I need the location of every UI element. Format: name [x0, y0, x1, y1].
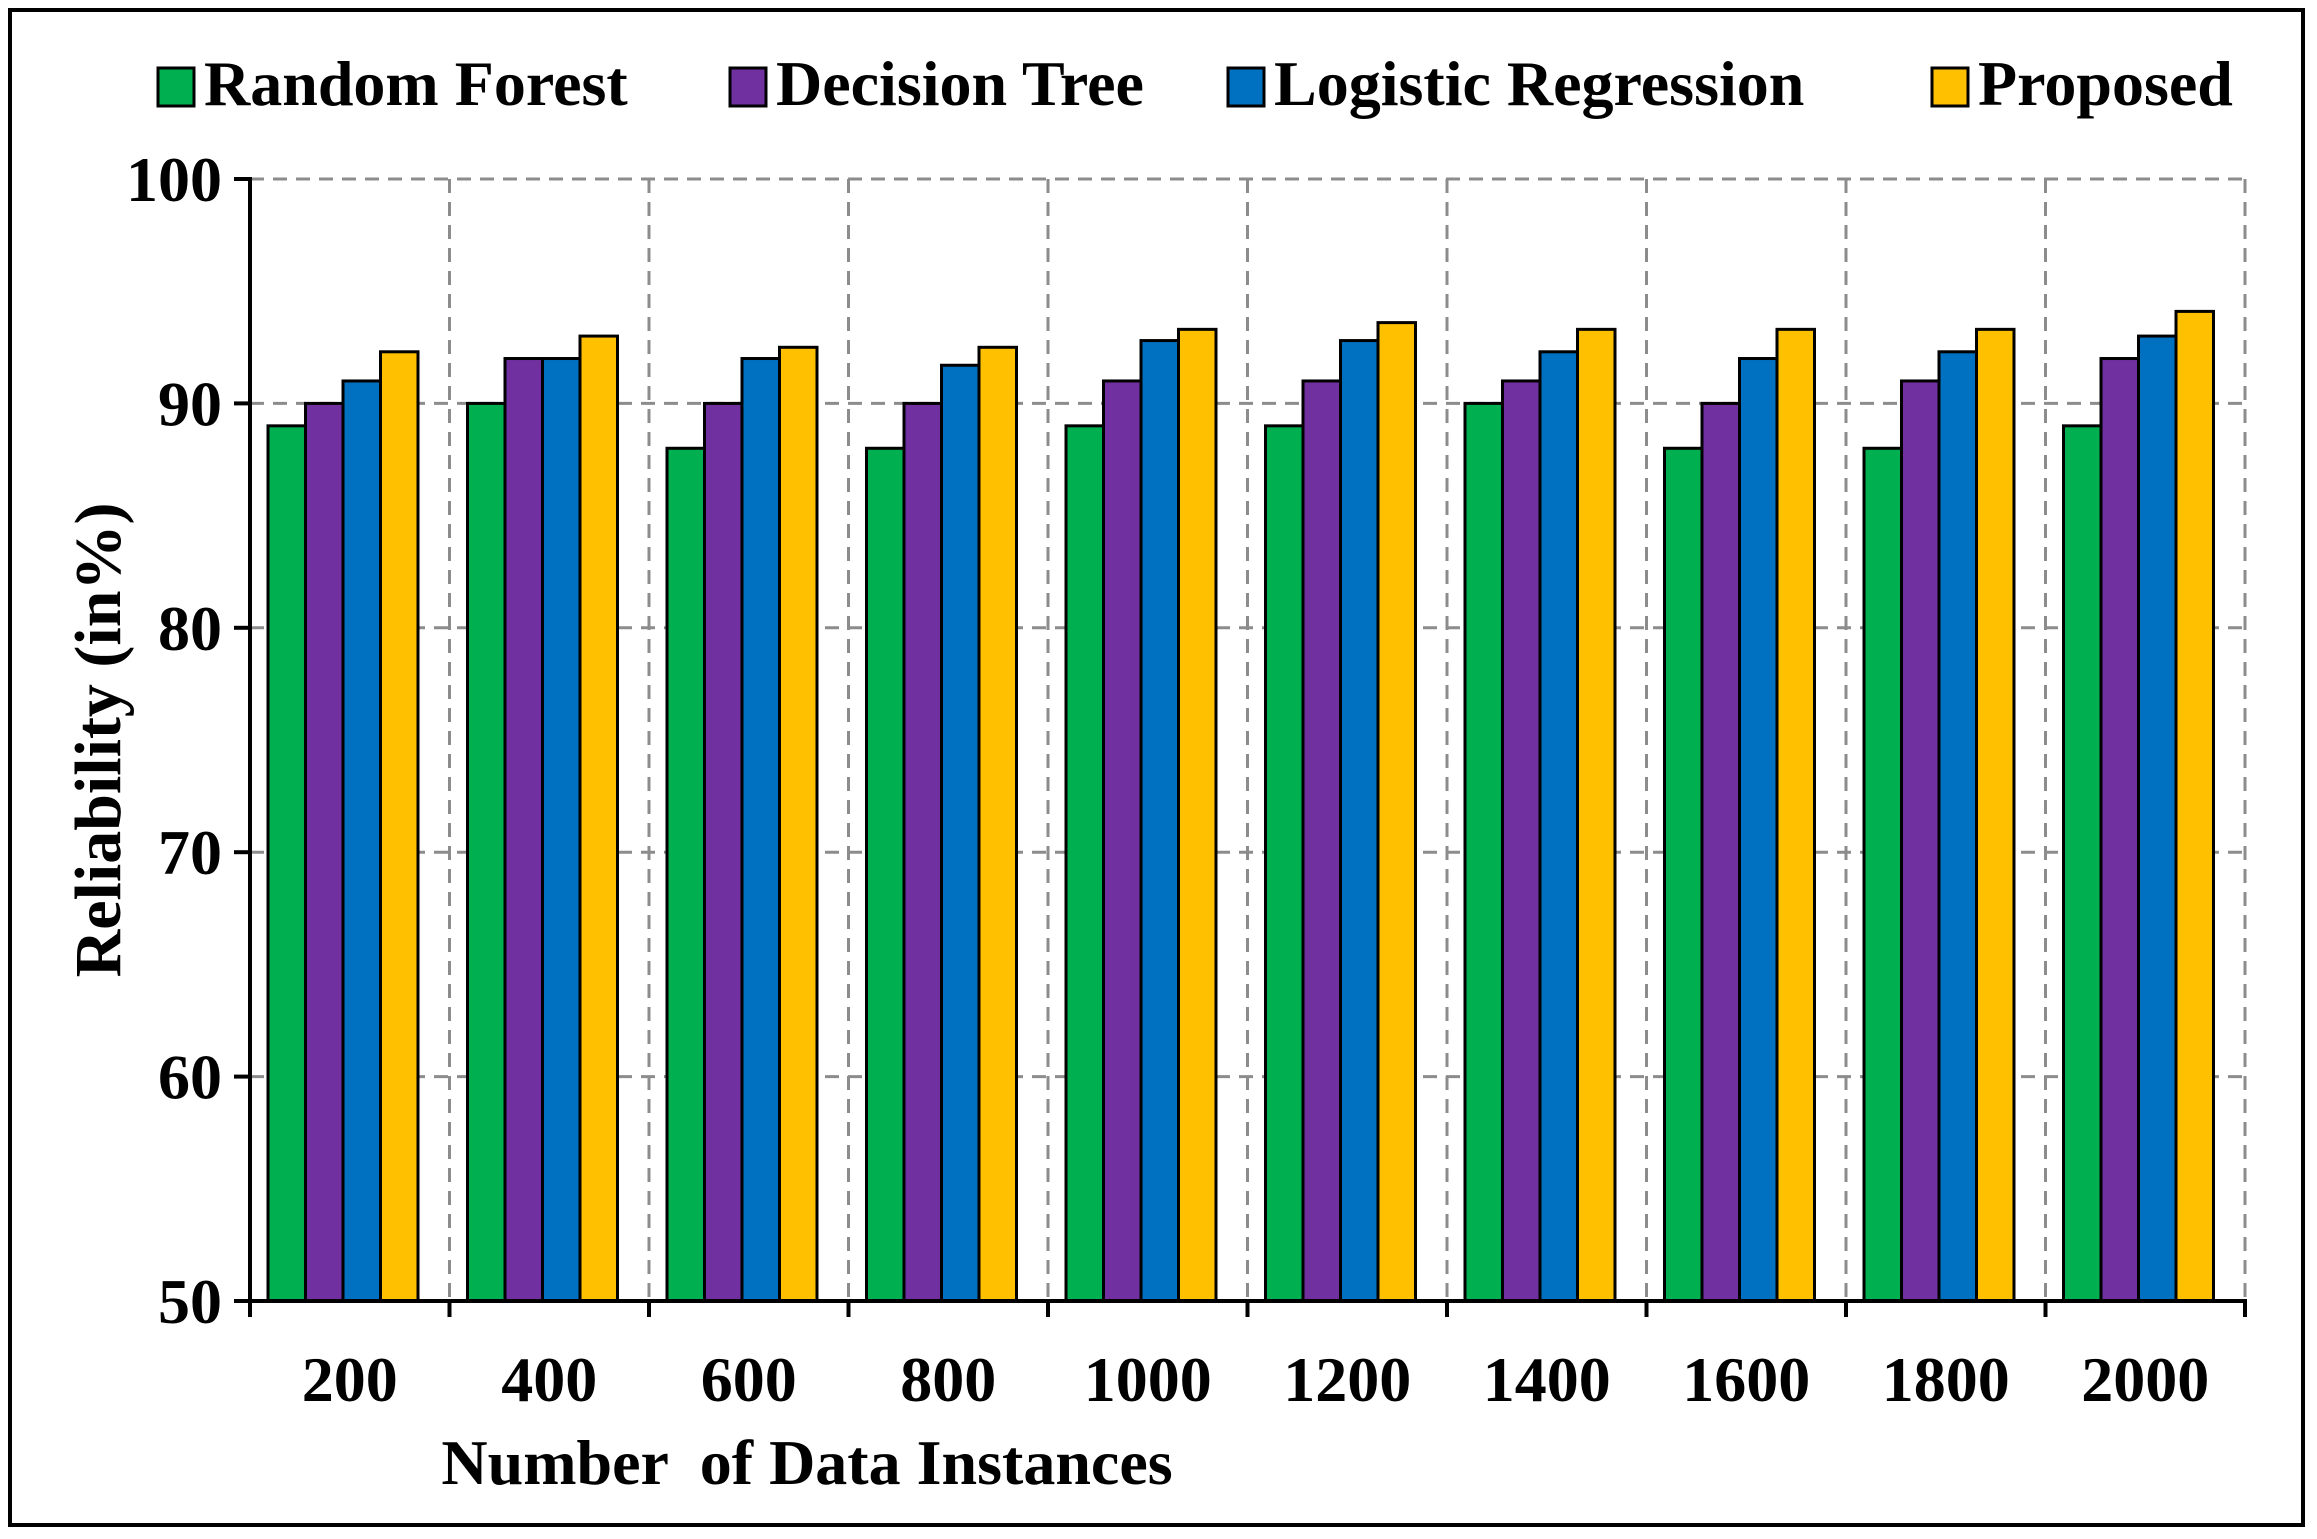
bar-logistic-regression-1600: [1738, 357, 1779, 1303]
legend-label-random-forest: Random Forest: [204, 48, 628, 119]
bar-proposed-600: [778, 345, 819, 1303]
bar-random-forest-600: [665, 446, 706, 1303]
x-tick-label-200: 200: [302, 1344, 398, 1415]
bar-proposed-200: [379, 350, 420, 1303]
bar-decision-tree-1800: [1900, 379, 1941, 1303]
x-tick-label-1200: 1200: [1283, 1344, 1411, 1415]
legend-item-decision-tree: Decision Tree: [728, 48, 1144, 119]
legend-swatch-random-forest: [156, 66, 196, 108]
y-tick-label-90: 90: [158, 368, 222, 439]
legend-item-random-forest: Random Forest: [156, 48, 628, 119]
bar-decision-tree-1400: [1501, 379, 1542, 1303]
y-tick-labels: 50 60 70 80 90 100: [126, 144, 222, 1337]
x-tick-label-400: 400: [501, 1344, 597, 1415]
y-tick-label-80: 80: [158, 593, 222, 664]
bar-proposed-400: [578, 334, 619, 1303]
legend: Random Forest Decision Tree Logistic Regre…: [156, 48, 2233, 119]
legend-item-proposed: Proposed: [1930, 48, 2233, 119]
x-tick-label-1400: 1400: [1483, 1344, 1611, 1415]
x-tick-label-1600: 1600: [1682, 1344, 1810, 1415]
bar-logistic-regression-1000: [1139, 339, 1180, 1303]
bar-proposed-1600: [1775, 327, 1816, 1303]
bar-random-forest-400: [466, 401, 507, 1303]
bar-random-forest-1400: [1463, 401, 1504, 1303]
bar-chart: Random Forest Decision Tree Logistic Regre…: [62, 48, 2247, 1498]
x-tick-label-2000: 2000: [2081, 1344, 2209, 1415]
bars: [266, 309, 2215, 1303]
bar-proposed-1200: [1376, 321, 1417, 1303]
y-tick-label-60: 60: [158, 1042, 222, 1113]
y-axis-label: Reliability (in%): [62, 503, 135, 978]
y-tick-label-70: 70: [158, 817, 222, 888]
bar-proposed-800: [977, 345, 1018, 1303]
bar-logistic-regression-1400: [1538, 350, 1579, 1303]
bar-random-forest-1000: [1064, 424, 1105, 1303]
bar-random-forest-200: [266, 424, 307, 1303]
legend-item-logistic-regression: Logistic Regression: [1226, 48, 1804, 119]
y-tick-label-100: 100: [126, 144, 222, 215]
bar-random-forest-1800: [1862, 446, 1903, 1303]
x-tick-label-1800: 1800: [1882, 1344, 2010, 1415]
bar-decision-tree-2000: [2099, 357, 2140, 1303]
x-tick-label-600: 600: [701, 1344, 797, 1415]
bar-random-forest-1600: [1663, 446, 1704, 1303]
bar-logistic-regression-2000: [2137, 334, 2178, 1303]
bar-logistic-regression-800: [940, 363, 981, 1303]
bar-logistic-regression-1200: [1339, 339, 1380, 1303]
x-tick-label-800: 800: [900, 1344, 996, 1415]
y-tick-label-50: 50: [158, 1266, 222, 1337]
bar-proposed-2000: [2174, 309, 2215, 1303]
x-axis-label: Number of Data Instances: [441, 1427, 1172, 1498]
x-tick-labels: 200 400 600 800 1000 1200 1400 1600 1800 2000: [302, 1344, 2210, 1415]
bar-random-forest-2000: [2062, 424, 2103, 1303]
bar-logistic-regression-1800: [1937, 350, 1978, 1303]
bar-logistic-regression-400: [541, 357, 582, 1303]
bar-proposed-1400: [1576, 327, 1617, 1303]
axes: [234, 177, 2247, 1317]
bar-decision-tree-600: [703, 401, 744, 1303]
legend-label-proposed: Proposed: [1978, 48, 2233, 119]
bar-random-forest-800: [865, 446, 906, 1303]
legend-swatch-logistic-regression: [1226, 66, 1266, 108]
bar-decision-tree-200: [304, 401, 345, 1303]
bar-decision-tree-800: [902, 401, 943, 1303]
legend-swatch-proposed: [1930, 66, 1970, 108]
bar-decision-tree-1200: [1301, 379, 1342, 1303]
bar-proposed-1800: [1975, 327, 2016, 1303]
legend-label-decision-tree: Decision Tree: [776, 48, 1144, 119]
bar-random-forest-1200: [1264, 424, 1305, 1303]
bar-decision-tree-400: [503, 357, 544, 1303]
bar-logistic-regression-200: [341, 379, 382, 1303]
bar-logistic-regression-600: [740, 357, 781, 1303]
bar-proposed-1000: [1177, 327, 1218, 1303]
bar-decision-tree-1000: [1102, 379, 1143, 1303]
bar-decision-tree-1600: [1700, 401, 1741, 1303]
legend-label-logistic-regression: Logistic Regression: [1274, 48, 1804, 119]
x-tick-label-1000: 1000: [1084, 1344, 1212, 1415]
figure-frame: Random Forest Decision Tree Logistic Regre…: [8, 8, 2305, 1527]
legend-swatch-decision-tree: [728, 66, 768, 108]
